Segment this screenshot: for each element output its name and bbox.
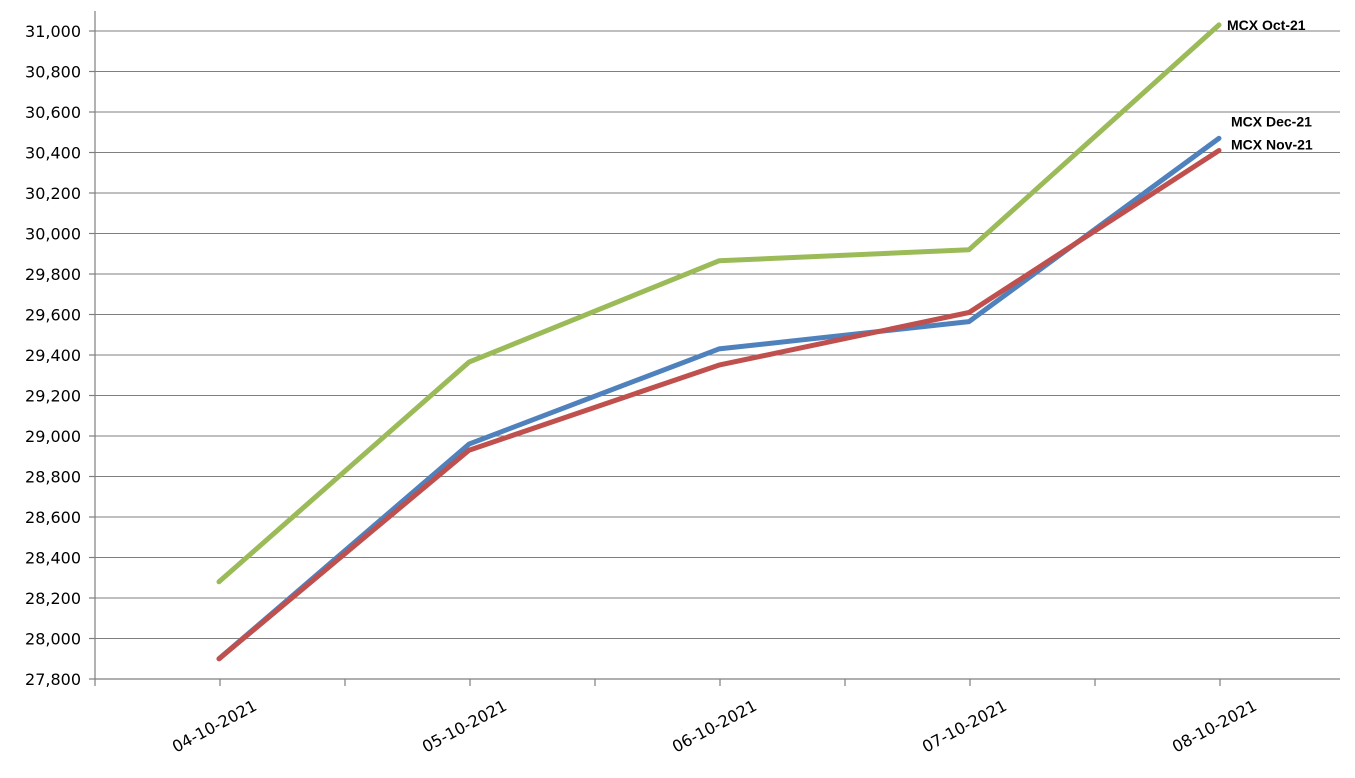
series-line-mcx-dec-21 [216, 135, 1222, 662]
y-tick-label: 30,200 [25, 184, 81, 203]
y-tick-label: 28,800 [25, 468, 81, 487]
y-tick-label: 29,600 [25, 306, 81, 325]
series-lines [216, 22, 1222, 662]
series-end-label: MCX Dec-21 [1231, 113, 1312, 129]
y-tick-label: 30,800 [25, 63, 81, 82]
series-line-mcx-oct-21 [216, 22, 1222, 585]
y-tick-label: 28,600 [25, 508, 81, 527]
x-tick-label: 07-10-2021 [919, 696, 1010, 756]
y-tick-label: 30,000 [25, 225, 81, 244]
y-tick-label: 30,400 [25, 144, 81, 163]
series-end-label: MCX Oct-21 [1227, 17, 1306, 33]
y-tick-label: 29,800 [25, 265, 81, 284]
y-tick-label: 28,200 [25, 589, 81, 608]
y-tick-label: 29,400 [25, 346, 81, 365]
y-tick-label: 28,400 [25, 549, 81, 568]
x-tick-labels: 04-10-2021 05-10-2021 06-10-2021 07-10-2021… [169, 696, 1260, 756]
y-tick-label: 30,600 [25, 103, 81, 122]
x-tick-label: 04-10-2021 [169, 696, 260, 756]
series-end-labels: MCX Oct-21 MCX Dec-21 MCX Nov-21 [1227, 17, 1313, 153]
x-tick-label: 08-10-2021 [1169, 696, 1260, 756]
y-tick-label: 29,000 [25, 427, 81, 446]
gridlines [95, 30, 1340, 639]
axes [89, 11, 1340, 686]
x-tick-label: 05-10-2021 [419, 696, 510, 756]
series-line-mcx-nov-21 [216, 148, 1222, 662]
y-tick-label: 28,000 [25, 630, 81, 649]
series-end-label: MCX Nov-21 [1231, 136, 1313, 152]
y-tick-label: 27,800 [25, 670, 81, 689]
y-tick-label: 31,000 [25, 22, 81, 41]
x-tick-label: 06-10-2021 [669, 696, 760, 756]
y-tick-label: 29,200 [25, 387, 81, 406]
y-tick-labels: 27,800 28,000 28,200 28,400 28,600 28,800 29,0… [25, 22, 81, 689]
